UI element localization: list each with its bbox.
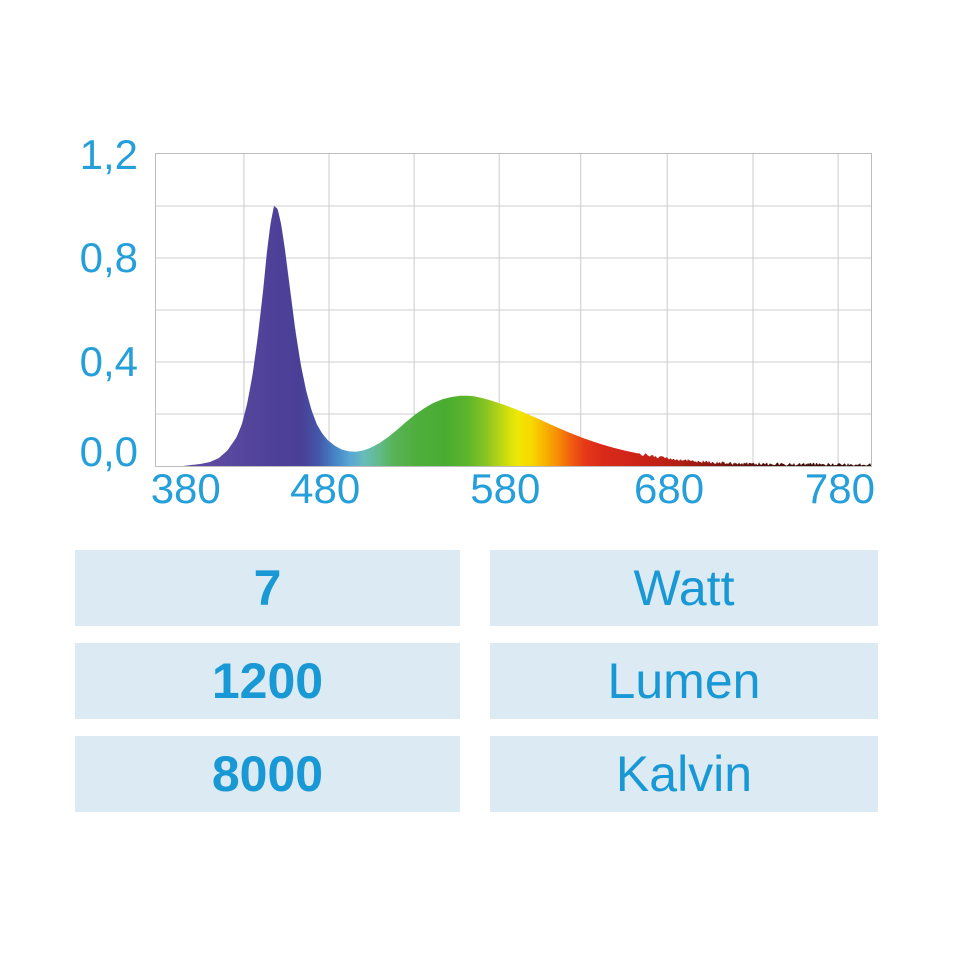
x-tick-label: 780: [804, 465, 876, 512]
spec-unit-kelvin: Kalvin: [490, 736, 878, 812]
spectrum-plot: [156, 154, 871, 466]
x-tick-label: 380: [150, 465, 221, 512]
x-tick-label: 480: [290, 465, 361, 512]
spec-value-kelvin: 8000: [75, 736, 460, 812]
y-tick-label: 1,2: [79, 130, 138, 178]
y-tick-label: 0,8: [79, 234, 138, 282]
spec-table: 7 Watt 1200 Lumen 8000 Kalvin: [75, 550, 878, 812]
spec-value-lumen: 1200: [75, 643, 460, 719]
plot-area: [155, 153, 872, 467]
x-tick-label: 680: [634, 465, 705, 512]
x-tick-label: 580: [470, 465, 541, 512]
y-tick-label: 0,4: [79, 338, 138, 386]
spec-unit-watt: Watt: [490, 550, 878, 626]
spec-unit-lumen: Lumen: [490, 643, 878, 719]
spec-value-watt: 7: [75, 550, 460, 626]
y-tick-label: 0,0: [79, 427, 138, 475]
